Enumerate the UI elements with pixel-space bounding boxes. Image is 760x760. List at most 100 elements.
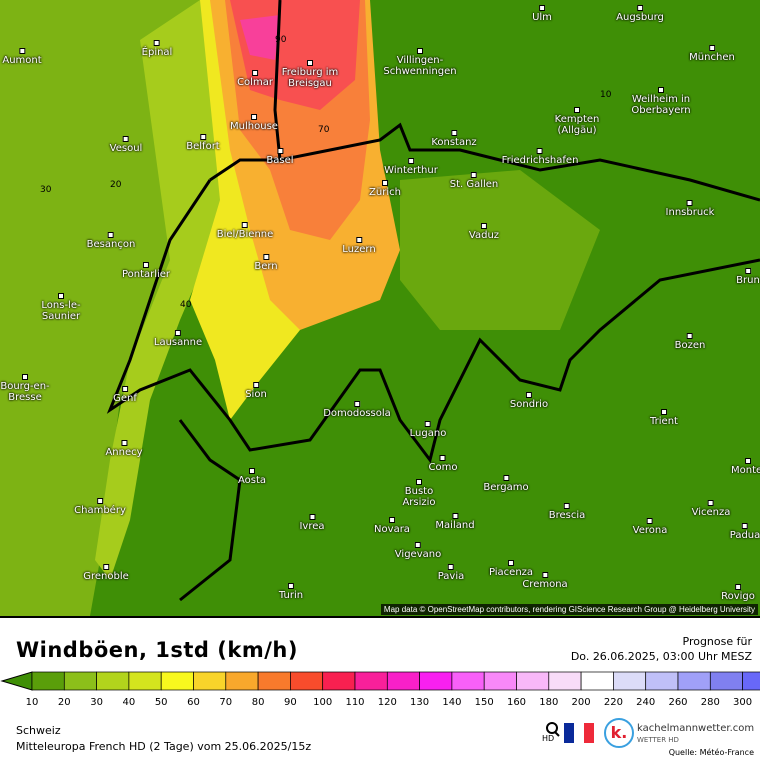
scale-swatch	[580, 671, 614, 691]
city-label: Colmar	[237, 70, 273, 88]
scale-tick: 80	[251, 697, 265, 708]
city-label: Vaduz	[469, 223, 499, 241]
scale-swatch	[645, 671, 679, 691]
scale-tick: 180	[539, 697, 559, 708]
city-label: Konstanz	[431, 130, 476, 148]
border-line	[106, 0, 760, 602]
scale-tick: 280	[700, 697, 720, 708]
city-label: Verona	[633, 518, 668, 536]
city-label: Freiburg im Breisgau	[275, 60, 345, 89]
city-label: Aumont	[2, 48, 41, 66]
scale-swatch	[354, 671, 388, 691]
wind-gust-map[interactable]: Ulm Augsburg Épinal Colmar Freiburg im B…	[0, 0, 760, 618]
scale-tick: 20	[57, 697, 71, 708]
city-label: Belfort	[186, 134, 219, 152]
city-label: Turin	[279, 583, 303, 601]
forecast-info: Prognose für Do. 26.06.2025, 03:00 Uhr M…	[571, 634, 752, 664]
city-label: Kempten (Allgäu)	[547, 107, 607, 136]
model-run-label: Mitteleuropa French HD (2 Tage) vom 25.0…	[16, 740, 312, 753]
city-label: Rovigo	[721, 584, 755, 602]
city-label: Trient	[650, 409, 678, 427]
scale-tick: 30	[90, 697, 103, 708]
scale-tick: 220	[603, 697, 623, 708]
city-label: Sondrio	[510, 392, 548, 410]
city-label: Pavia	[438, 564, 465, 582]
scale-swatch	[225, 671, 259, 691]
brand-name[interactable]: kachelmannwetter.com	[637, 723, 755, 734]
scale-swatch	[451, 671, 485, 691]
scale-swatch	[742, 671, 760, 691]
scale-swatch	[483, 671, 517, 691]
city-label: Pontarlier	[122, 262, 170, 280]
city-label: Innsbruck	[666, 200, 715, 218]
scale-tick: 300	[733, 697, 753, 708]
scale-tick: 160	[506, 697, 527, 708]
scale-swatch	[160, 671, 194, 691]
scale-tick: 130	[410, 697, 430, 708]
scale-swatch	[419, 671, 453, 691]
zone-east-light	[400, 170, 600, 330]
scale-swatch	[709, 671, 743, 691]
legend-title: Windböen, 1std (km/h)	[16, 638, 298, 662]
scale-arrow-low	[0, 671, 33, 691]
scale-tick: 60	[187, 697, 200, 708]
city-label: Brescia	[549, 503, 586, 521]
city-label: Vesoul	[110, 136, 143, 154]
brand-sub: WETTER HD	[637, 736, 679, 744]
map-attribution: Map data © OpenStreetMap contributors, r…	[380, 604, 758, 615]
scale-swatch	[516, 671, 550, 691]
city-label: Ivrea	[299, 514, 324, 532]
city-label: Zürich	[369, 180, 401, 198]
scale-swatch	[677, 671, 711, 691]
city-label: Ulm	[532, 5, 552, 23]
kachelmann-logo-icon: k.	[604, 718, 634, 748]
city-label: München	[689, 45, 735, 63]
scale-swatch	[548, 671, 582, 691]
city-label: Brun	[736, 268, 760, 286]
city-label: Bern	[254, 254, 277, 272]
scale-swatch	[613, 671, 647, 691]
scale-tick: 120	[377, 697, 397, 708]
city-label: Besançon	[87, 232, 136, 250]
scale-swatch	[128, 671, 162, 691]
city-label: Augsburg	[616, 5, 664, 23]
scale-swatch	[31, 671, 65, 691]
hd-zoom-icon[interactable]: HD	[542, 720, 562, 748]
scale-swatch	[257, 671, 291, 691]
scale-tick: 110	[345, 697, 365, 708]
city-label: Bozen	[675, 333, 706, 351]
scale-swatch	[386, 671, 420, 691]
scale-tick: 150	[474, 697, 494, 708]
scale-tick: 10	[25, 697, 39, 708]
city-label: Padua	[730, 523, 760, 541]
contour-label: 90	[275, 35, 287, 45]
city-label: Mailand	[435, 513, 474, 531]
city-label: Piacenza	[489, 560, 533, 578]
city-label: Friedrichshafen	[502, 148, 579, 166]
scale-swatch	[96, 671, 130, 691]
city-label: Weilheim in Oberbayern	[621, 87, 701, 116]
scale-tick: 90	[284, 697, 297, 708]
city-label: Luzern	[342, 237, 375, 255]
scale-swatch	[193, 671, 227, 691]
scale-tick: 50	[154, 697, 168, 708]
city-label: Cremona	[522, 572, 567, 590]
forecast-time: Do. 26.06.2025, 03:00 Uhr MESZ	[570, 650, 752, 663]
region-label: Schweiz	[16, 724, 61, 737]
france-flag-icon	[564, 723, 594, 743]
hd-label: HD	[542, 734, 555, 743]
city-label: Novara	[374, 517, 410, 535]
city-label: Winterthur	[384, 158, 438, 176]
city-label: Lugano	[410, 421, 447, 439]
city-label: Basel	[266, 148, 293, 166]
data-source: Quelle: Météo-France	[668, 748, 754, 757]
city-label: Como	[429, 455, 458, 473]
city-label: Domodossola	[323, 401, 391, 419]
contour-label: 30	[40, 185, 52, 195]
scale-tick: 70	[219, 697, 233, 708]
scale-swatch	[290, 671, 324, 691]
city-label: Genf	[113, 386, 137, 404]
scale-swatch	[63, 671, 97, 691]
city-label: Montel	[731, 458, 760, 476]
scale-tick: 100	[313, 697, 333, 708]
